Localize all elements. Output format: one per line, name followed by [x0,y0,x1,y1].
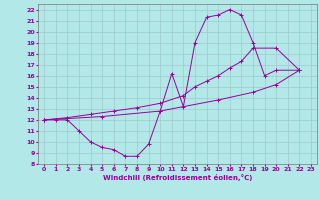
X-axis label: Windchill (Refroidissement éolien,°C): Windchill (Refroidissement éolien,°C) [103,174,252,181]
